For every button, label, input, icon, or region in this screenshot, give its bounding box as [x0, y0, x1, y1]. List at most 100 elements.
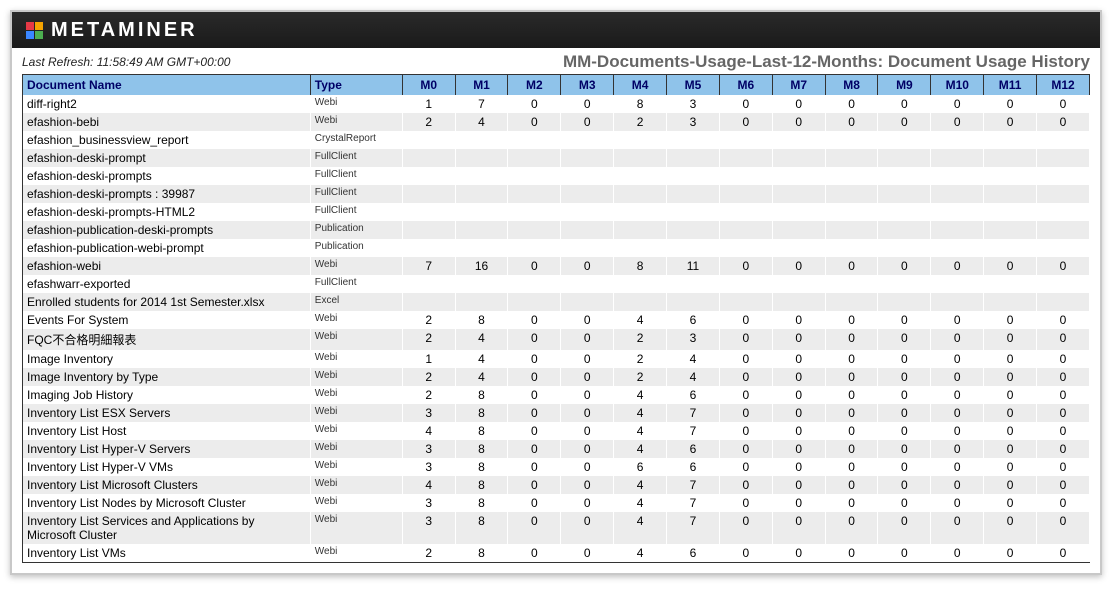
col-header-m1[interactable]: M1 — [455, 75, 508, 95]
cell-m6 — [719, 185, 772, 203]
cell-m2: 0 — [508, 257, 561, 275]
table-row[interactable]: efashion-deski-prompts-HTML2FullClient — [23, 203, 1090, 221]
cell-m0: 1 — [402, 350, 455, 368]
cell-m5: 6 — [667, 311, 720, 329]
cell-m2: 0 — [508, 113, 561, 131]
col-header-name[interactable]: Document Name — [23, 75, 310, 95]
col-header-m12[interactable]: M12 — [1037, 75, 1090, 95]
cell-document-name: Enrolled students for 2014 1st Semester.… — [23, 293, 310, 311]
cell-document-name: efashion-webi — [23, 257, 310, 275]
cell-m3 — [561, 131, 614, 149]
cell-m1: 16 — [455, 257, 508, 275]
cell-m0 — [402, 131, 455, 149]
cell-m5: 3 — [667, 95, 720, 113]
cell-m2: 0 — [508, 422, 561, 440]
cell-m10: 0 — [931, 311, 984, 329]
cell-m5: 4 — [667, 350, 720, 368]
table-row[interactable]: Inventory List ESX ServersWebi3800470000… — [23, 404, 1090, 422]
cell-m8: 0 — [825, 311, 878, 329]
cell-m3: 0 — [561, 544, 614, 562]
col-header-m3[interactable]: M3 — [561, 75, 614, 95]
cell-m9: 0 — [878, 311, 931, 329]
col-header-m4[interactable]: M4 — [614, 75, 667, 95]
cell-m5: 6 — [667, 440, 720, 458]
cell-m6: 0 — [719, 422, 772, 440]
table-row[interactable]: Inventory List Services and Applications… — [23, 512, 1090, 544]
table-header: Document NameTypeM0M1M2M3M4M5M6M7M8M9M10… — [23, 75, 1090, 95]
cell-m9 — [878, 293, 931, 311]
cell-m8 — [825, 221, 878, 239]
cell-m9: 0 — [878, 476, 931, 494]
cell-type: Webi — [310, 476, 402, 494]
col-header-m0[interactable]: M0 — [402, 75, 455, 95]
col-header-m5[interactable]: M5 — [667, 75, 720, 95]
table-row[interactable]: Image Inventory by TypeWebi2400240000000 — [23, 368, 1090, 386]
cell-type: Webi — [310, 512, 402, 544]
table-row[interactable]: efashion-bebiWebi2400230000000 — [23, 113, 1090, 131]
table-row[interactable]: Inventory List VMsWebi2800460000000 — [23, 544, 1090, 562]
table-row[interactable]: efashion-deski-promptFullClient — [23, 149, 1090, 167]
cell-m12: 0 — [1037, 329, 1090, 350]
cell-m3: 0 — [561, 113, 614, 131]
cell-m10: 0 — [931, 476, 984, 494]
cell-m3: 0 — [561, 512, 614, 544]
table-row[interactable]: efashion-publication-webi-promptPublicat… — [23, 239, 1090, 257]
cell-m10: 0 — [931, 422, 984, 440]
table-row[interactable]: diff-right2Webi1700830000000 — [23, 95, 1090, 113]
cell-m6: 0 — [719, 311, 772, 329]
cell-m6 — [719, 149, 772, 167]
table-row[interactable]: Imaging Job HistoryWebi2800460000000 — [23, 386, 1090, 404]
cell-m10 — [931, 185, 984, 203]
cell-m3 — [561, 149, 614, 167]
cell-m1 — [455, 239, 508, 257]
cell-m1 — [455, 131, 508, 149]
brand-name: METAMINER — [51, 19, 198, 42]
cell-m8: 0 — [825, 494, 878, 512]
cell-m2: 0 — [508, 476, 561, 494]
cell-m6 — [719, 203, 772, 221]
logo-icon — [26, 22, 43, 39]
col-header-m10[interactable]: M10 — [931, 75, 984, 95]
table-row[interactable]: FQC不合格明細報表Webi2400230000000 — [23, 329, 1090, 350]
col-header-m2[interactable]: M2 — [508, 75, 561, 95]
cell-m11: 0 — [984, 329, 1037, 350]
table-row[interactable]: Image InventoryWebi1400240000000 — [23, 350, 1090, 368]
col-header-m8[interactable]: M8 — [825, 75, 878, 95]
cell-m0: 2 — [402, 329, 455, 350]
cell-m10 — [931, 239, 984, 257]
table-row[interactable]: efashion-publication-deski-promptsPublic… — [23, 221, 1090, 239]
col-header-m7[interactable]: M7 — [772, 75, 825, 95]
cell-m7: 0 — [772, 404, 825, 422]
cell-m11: 0 — [984, 404, 1037, 422]
cell-m7 — [772, 275, 825, 293]
cell-m11: 0 — [984, 350, 1037, 368]
cell-m3: 0 — [561, 404, 614, 422]
table-row[interactable]: efashion-deski-promptsFullClient — [23, 167, 1090, 185]
cell-m4 — [614, 275, 667, 293]
table-row[interactable]: Inventory List HostWebi4800470000000 — [23, 422, 1090, 440]
report-table-container: Document NameTypeM0M1M2M3M4M5M6M7M8M9M10… — [22, 74, 1090, 563]
table-row[interactable]: Inventory List Hyper-V ServersWebi380046… — [23, 440, 1090, 458]
col-header-m11[interactable]: M11 — [984, 75, 1037, 95]
table-row[interactable]: Events For SystemWebi2800460000000 — [23, 311, 1090, 329]
cell-m7: 0 — [772, 386, 825, 404]
col-header-m6[interactable]: M6 — [719, 75, 772, 95]
table-row[interactable]: Inventory List Microsoft ClustersWebi480… — [23, 476, 1090, 494]
table-row[interactable]: efashion_businessview_reportCrystalRepor… — [23, 131, 1090, 149]
table-row[interactable]: efashion-webiWebi716008110000000 — [23, 257, 1090, 275]
cell-m4 — [614, 149, 667, 167]
table-row[interactable]: Inventory List Hyper-V VMsWebi3800660000… — [23, 458, 1090, 476]
cell-m11: 0 — [984, 95, 1037, 113]
col-header-type[interactable]: Type — [310, 75, 402, 95]
cell-m6: 0 — [719, 95, 772, 113]
cell-m4: 4 — [614, 422, 667, 440]
cell-m2: 0 — [508, 329, 561, 350]
table-row[interactable]: efashwarr-exportedFullClient — [23, 275, 1090, 293]
table-row[interactable]: Enrolled students for 2014 1st Semester.… — [23, 293, 1090, 311]
cell-m6 — [719, 221, 772, 239]
table-row[interactable]: efashion-deski-prompts : 39987FullClient — [23, 185, 1090, 203]
app-window: METAMINER Last Refresh: 11:58:49 AM GMT+… — [10, 10, 1102, 575]
col-header-m9[interactable]: M9 — [878, 75, 931, 95]
cell-m8: 0 — [825, 544, 878, 562]
table-row[interactable]: Inventory List Nodes by Microsoft Cluste… — [23, 494, 1090, 512]
